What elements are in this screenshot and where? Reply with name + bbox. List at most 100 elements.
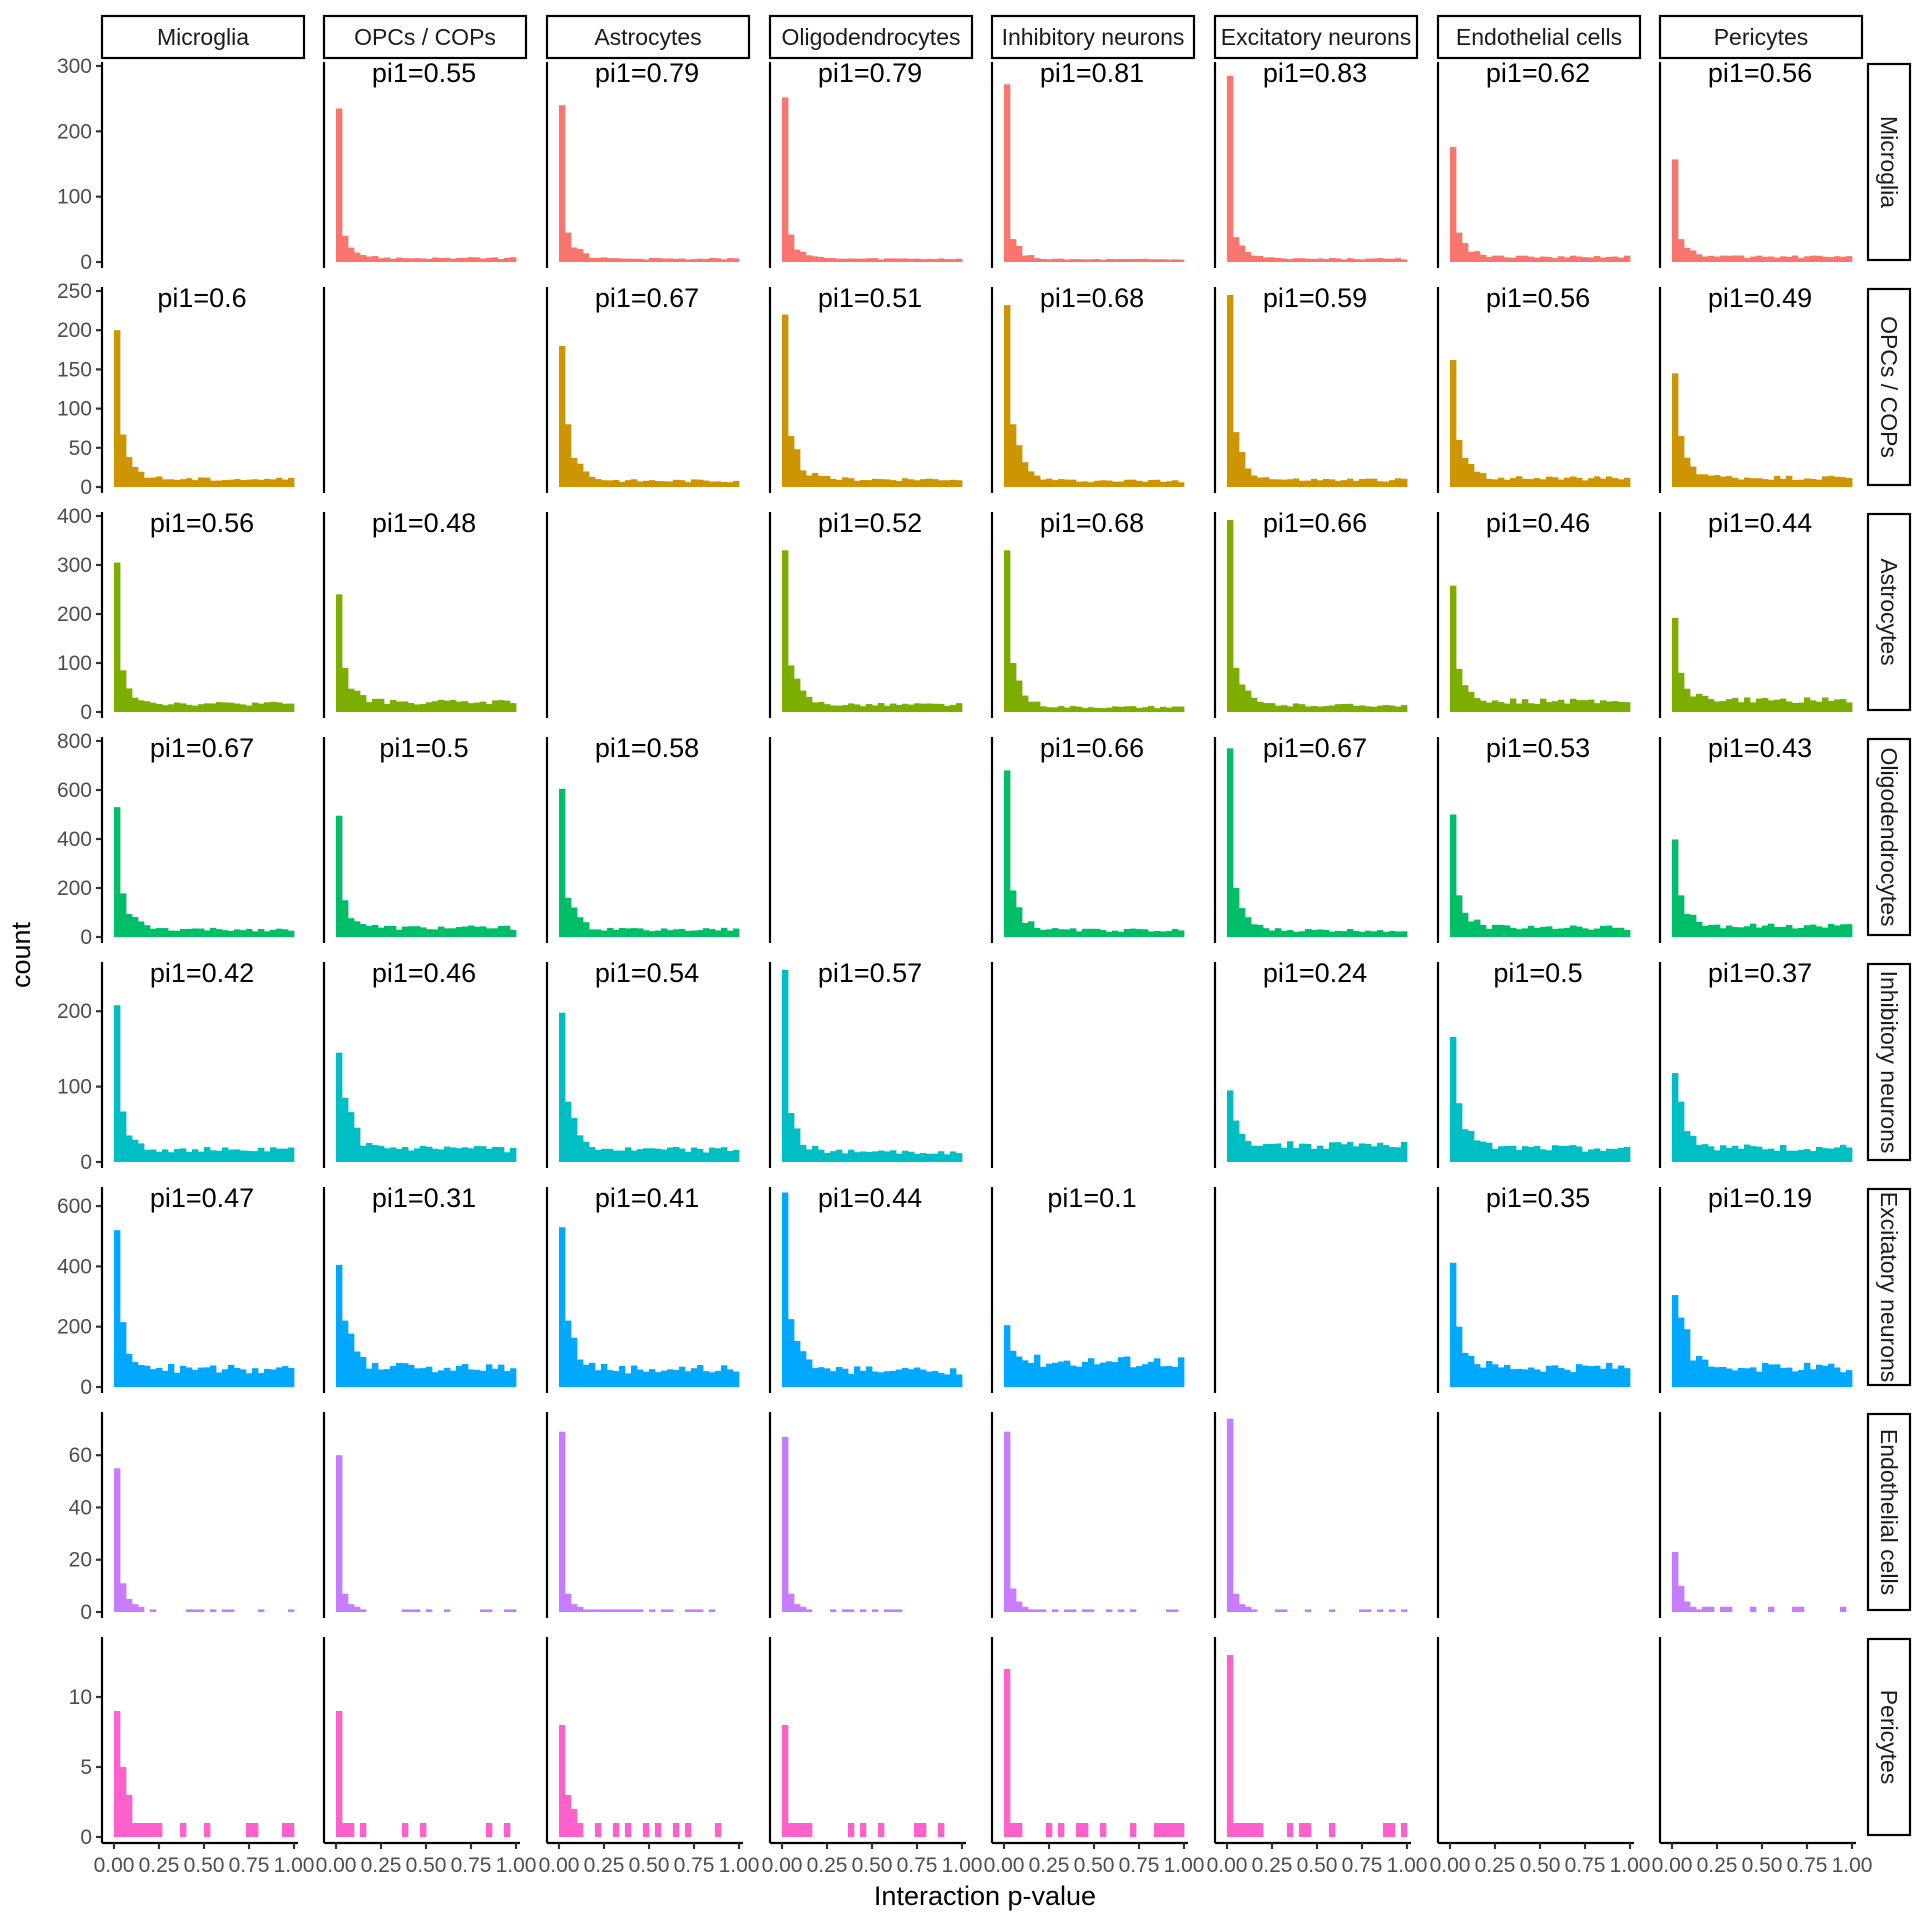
histogram-bar: [1112, 930, 1119, 937]
histogram-bar: [474, 702, 481, 712]
histogram-bar: [162, 705, 169, 712]
histogram-bar: [1251, 255, 1258, 262]
histogram-bar: [192, 1369, 199, 1387]
histogram-bar: [1756, 927, 1763, 937]
histogram-bar: [1076, 1366, 1083, 1387]
histogram-bar: [366, 1142, 373, 1162]
histogram-bar: [384, 703, 391, 712]
histogram-bar: [1016, 445, 1023, 487]
histogram-bar: [800, 470, 807, 487]
histogram-bar: [1750, 923, 1757, 937]
histogram-bar: [721, 481, 728, 487]
facet-panel: pi1=0.35: [1436, 1183, 1631, 1393]
histogram-bar: [848, 258, 855, 262]
x-tick-label: 0.25: [1029, 1854, 1070, 1877]
histogram-bar: [156, 476, 163, 487]
pi1-annotation: pi1=0.19: [1708, 1183, 1812, 1213]
histogram-bar: [854, 704, 861, 712]
histogram-bar: [589, 929, 596, 937]
x-tick-label: 0.50: [1520, 1854, 1561, 1877]
histogram-bar: [1798, 927, 1805, 937]
histogram-bar: [1064, 479, 1071, 487]
x-tick-label: 1.00: [1610, 1854, 1651, 1877]
histogram-bar: [1846, 924, 1853, 937]
histogram-bar: [1335, 258, 1342, 262]
histogram-bar: [1756, 698, 1763, 712]
histogram-bar: [474, 1369, 481, 1387]
histogram-bar: [426, 1609, 433, 1612]
histogram-bar: [420, 258, 427, 262]
facet-panel: pi1=0.44: [1658, 508, 1853, 718]
histogram-bar: [276, 477, 283, 487]
facet-panel: pi1=0.59: [1213, 283, 1408, 493]
histogram-bar: [504, 1823, 511, 1837]
histogram-bar: [800, 1144, 807, 1162]
histogram-bar: [1786, 924, 1793, 937]
histogram-bar: [1762, 1149, 1769, 1162]
histogram-bar: [878, 702, 885, 712]
histogram-bar: [1558, 256, 1565, 262]
histogram-bar: [114, 1468, 121, 1612]
histogram-bar: [1768, 923, 1775, 937]
y-tick-label: 800: [57, 730, 92, 753]
histogram-bar: [1022, 695, 1029, 712]
histogram-bar: [679, 1148, 686, 1162]
histogram-bar: [673, 479, 680, 487]
histogram-bar: [360, 924, 367, 937]
histogram-bar: [270, 1369, 277, 1387]
facet-panel: pi1=0.54: [545, 958, 740, 1168]
histogram-bar: [1329, 705, 1336, 712]
row-strip-box: [1866, 62, 1912, 262]
histogram-bar: [1738, 255, 1745, 262]
histogram-bar: [1335, 704, 1342, 712]
histogram-bar: [1822, 256, 1829, 262]
histogram-bar: [222, 1369, 229, 1387]
histogram-bar: [1124, 706, 1131, 712]
histogram-bar: [1786, 256, 1793, 262]
histogram-bar: [709, 929, 716, 937]
x-tick-label: 1.00: [942, 1854, 983, 1877]
histogram-bar: [396, 701, 403, 712]
histogram-bar: [1046, 1823, 1053, 1837]
histogram-bar: [1480, 1141, 1487, 1162]
histogram-bar: [1720, 701, 1727, 712]
histogram-bar: [860, 258, 867, 262]
histogram-bar: [1106, 707, 1113, 712]
y-tick-label: 400: [57, 505, 92, 528]
histogram-bar: [1474, 251, 1481, 262]
histogram-bar: [264, 1368, 271, 1387]
histogram-bar: [1606, 1148, 1613, 1162]
histogram-bar: [204, 1367, 211, 1387]
pi1-annotation: pi1=0.62: [1486, 58, 1590, 88]
histogram-bar: [180, 1148, 187, 1162]
histogram-bar: [854, 1366, 861, 1387]
histogram-bar: [1371, 706, 1378, 712]
histogram-bar: [1540, 926, 1547, 937]
histogram-bar: [1702, 695, 1709, 712]
histogram-bar: [884, 1151, 891, 1162]
histogram-bar: [444, 700, 451, 712]
histogram-bar: [595, 1609, 602, 1612]
histogram-bar: [854, 258, 861, 262]
histogram-bar: [902, 703, 909, 712]
histogram-bar: [848, 1609, 855, 1612]
histogram-bar: [1082, 708, 1089, 712]
histogram-bar: [601, 257, 608, 262]
histogram-bar: [1762, 479, 1769, 487]
histogram-bar: [589, 1609, 596, 1612]
histogram-bar: [1299, 1823, 1306, 1837]
histogram-bar: [1528, 256, 1535, 262]
histogram-bar: [1106, 480, 1113, 487]
histogram-bar: [396, 257, 403, 262]
histogram-bar: [162, 1370, 169, 1387]
histogram-bar: [1341, 931, 1348, 937]
histogram-bar: [486, 1364, 493, 1387]
histogram-bar: [577, 249, 584, 262]
histogram-bar: [631, 1150, 638, 1162]
histogram-bar: [878, 1150, 885, 1162]
histogram-bar: [842, 1368, 849, 1387]
histogram-bar: [1269, 257, 1276, 262]
histogram-bar: [492, 928, 499, 937]
histogram-bar: [252, 1151, 259, 1162]
histogram-bar: [210, 927, 217, 937]
